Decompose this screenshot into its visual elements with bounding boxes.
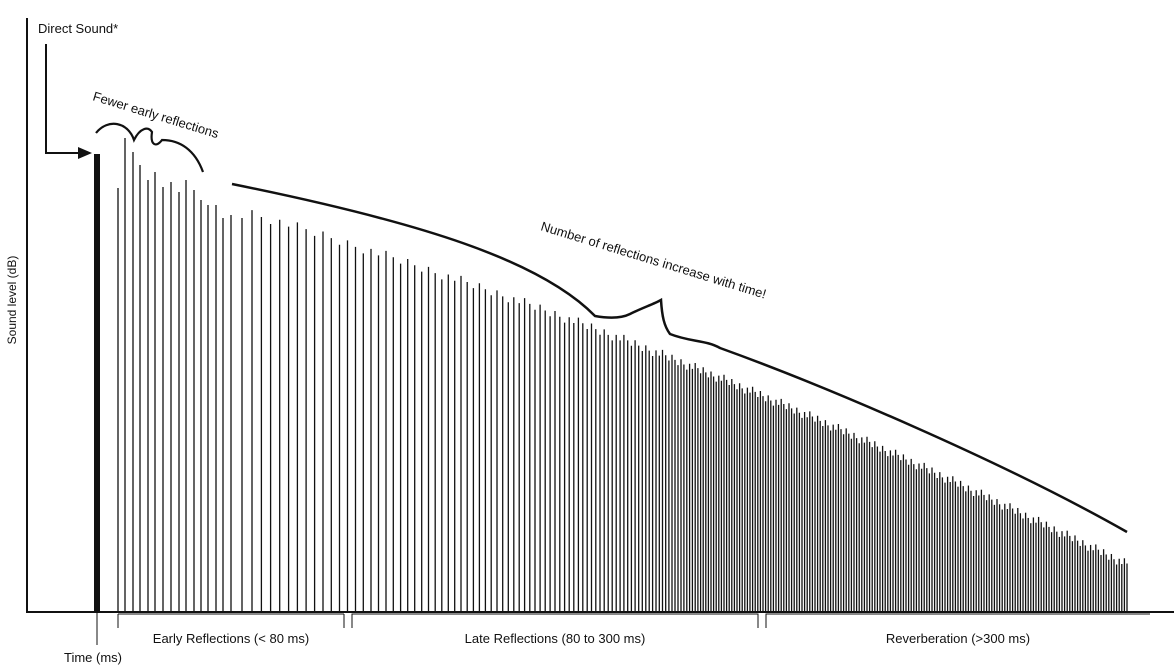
direct-sound-arrow xyxy=(45,44,80,154)
region-bracket-late xyxy=(351,613,759,628)
direct-sound-label: Direct Sound* xyxy=(38,21,118,36)
number-of-reflections-label: Number of reflections increase with time… xyxy=(539,219,768,302)
reflection-bars xyxy=(117,138,1128,611)
direct-sound-bar xyxy=(94,154,100,612)
reflections-increase-brace xyxy=(231,182,1128,534)
region-label-reverb: Reverberation (>300 ms) xyxy=(886,631,1030,646)
arrow-head-icon xyxy=(78,147,92,159)
y-axis-label: Sound level (dB) xyxy=(5,256,19,345)
x-axis-label: Time (ms) xyxy=(64,650,122,665)
early-reflections-brace xyxy=(95,122,205,173)
region-bracket-early xyxy=(117,613,345,628)
region-bracket-reverb xyxy=(765,613,1150,628)
region-label-late: Late Reflections (80 to 300 ms) xyxy=(465,631,646,646)
fewer-early-reflections-label: Fewer early reflections xyxy=(91,89,221,142)
region-label-early: Early Reflections (< 80 ms) xyxy=(153,631,309,646)
